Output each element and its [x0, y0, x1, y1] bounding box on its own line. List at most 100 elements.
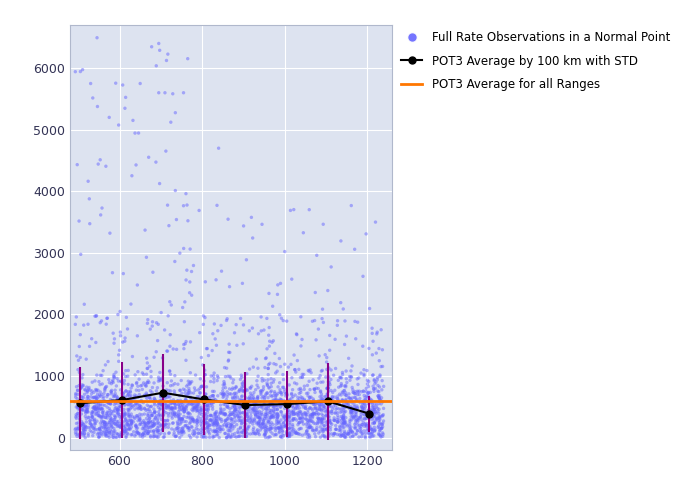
Point — [76, 374, 88, 382]
Point — [215, 408, 226, 416]
Point — [259, 400, 270, 408]
Point — [225, 390, 237, 398]
Point — [85, 416, 96, 424]
Point — [202, 344, 213, 352]
Point — [179, 405, 190, 413]
Point — [211, 416, 222, 424]
Point — [360, 392, 372, 400]
Point — [174, 434, 186, 442]
Point — [97, 204, 108, 212]
Point — [270, 395, 281, 403]
Point — [83, 402, 94, 409]
Point — [178, 89, 189, 97]
Point — [114, 432, 125, 440]
Point — [193, 430, 204, 438]
Point — [272, 420, 284, 428]
Point — [251, 400, 262, 408]
Point — [83, 414, 94, 422]
Point — [324, 378, 335, 386]
Point — [323, 378, 334, 386]
Point — [196, 403, 207, 411]
Point — [146, 43, 158, 51]
Point — [81, 400, 92, 408]
Point — [164, 330, 176, 338]
Point — [269, 396, 280, 404]
Point — [83, 404, 94, 411]
Point — [303, 396, 314, 404]
Point — [368, 385, 379, 393]
Point — [284, 381, 295, 389]
Point — [99, 421, 110, 429]
Point — [106, 410, 118, 418]
Point — [350, 408, 361, 416]
Point — [197, 418, 209, 426]
Point — [240, 420, 251, 428]
Point — [338, 414, 349, 422]
Point — [164, 367, 176, 375]
Point — [88, 424, 99, 432]
Point — [164, 404, 176, 412]
Point — [155, 390, 167, 398]
Point — [279, 398, 290, 406]
Point — [376, 386, 387, 394]
Point — [275, 422, 286, 430]
Point — [338, 412, 349, 420]
Point — [315, 402, 326, 410]
Point — [267, 413, 278, 421]
Point — [244, 418, 256, 426]
Point — [237, 280, 248, 287]
Point — [218, 394, 229, 402]
Point — [281, 428, 292, 436]
Point — [322, 406, 333, 414]
Point — [360, 420, 371, 428]
Point — [190, 386, 201, 394]
Point — [275, 389, 286, 397]
Point — [168, 396, 179, 404]
Point — [118, 423, 130, 431]
Point — [313, 397, 324, 405]
Point — [267, 420, 279, 428]
Point — [256, 374, 267, 382]
Point — [321, 354, 332, 362]
Point — [363, 430, 374, 438]
Point — [342, 400, 354, 408]
Point — [90, 377, 101, 385]
Point — [278, 376, 289, 384]
Point — [312, 424, 323, 432]
Point — [92, 160, 104, 168]
Point — [195, 396, 206, 404]
Point — [312, 379, 323, 387]
Point — [199, 371, 211, 379]
Point — [263, 360, 274, 368]
Point — [223, 420, 234, 428]
Point — [244, 398, 255, 406]
Point — [91, 410, 102, 418]
Point — [345, 407, 356, 415]
Point — [317, 378, 328, 386]
Point — [298, 399, 309, 407]
Point — [259, 422, 270, 430]
Point — [221, 364, 232, 372]
Point — [258, 431, 270, 439]
Point — [234, 388, 245, 396]
Point — [172, 424, 183, 432]
Point — [249, 402, 260, 410]
Point — [144, 408, 155, 416]
Point — [251, 381, 262, 389]
Point — [347, 388, 358, 396]
Point — [118, 380, 130, 388]
Point — [365, 422, 376, 430]
Point — [204, 426, 216, 434]
Point — [346, 410, 358, 418]
Point — [263, 418, 274, 426]
Point — [233, 417, 244, 425]
Point — [306, 418, 317, 426]
Point — [226, 415, 237, 423]
Point — [356, 402, 367, 410]
Point — [292, 356, 303, 364]
Point — [186, 291, 197, 299]
Point — [223, 430, 234, 438]
Point — [76, 406, 87, 413]
Point — [307, 400, 318, 408]
Point — [284, 424, 295, 432]
